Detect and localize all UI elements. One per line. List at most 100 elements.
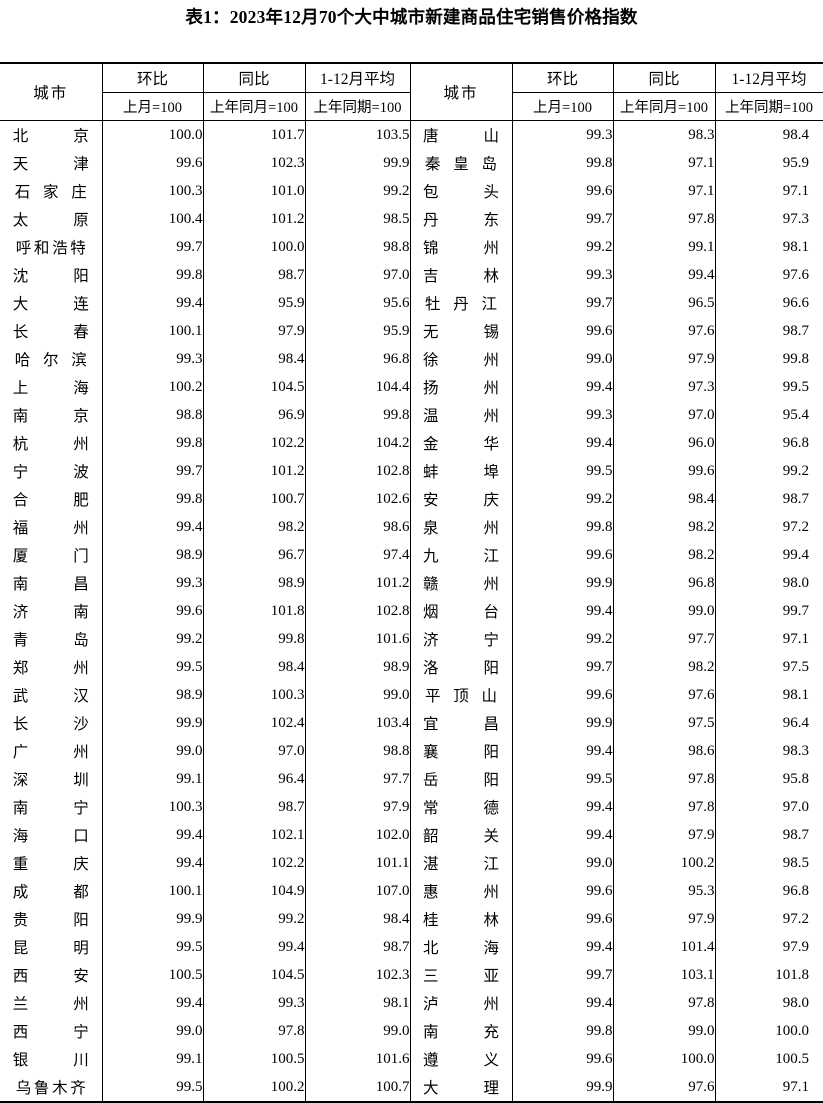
table-row: 贵阳 99.9 99.2 98.4 桂林 99.6 97.9 97.2	[0, 905, 823, 933]
city-name: 泉州	[423, 520, 499, 537]
mom-cell-left: 99.1	[102, 765, 204, 793]
yoy-cell-right: 103.1	[613, 961, 716, 989]
table-row: 沈阳 99.8 98.7 97.0 吉林 99.3 99.4 97.6	[0, 261, 823, 289]
header-mom-base-right: 上月=100	[512, 92, 614, 121]
city-cell-right: 济宁	[410, 625, 513, 653]
city-name: 蚌埠	[423, 464, 499, 481]
yoy-cell-left: 98.7	[203, 793, 306, 821]
city-name: 吉林	[423, 268, 499, 285]
table-row: 西安 100.5 104.5 102.3 三亚 99.7 103.1 101.8	[0, 961, 823, 989]
mom-cell-left: 100.3	[102, 177, 204, 205]
avg-cell-right: 98.0	[782, 994, 809, 1011]
table-row: 昆明 99.5 99.4 98.7 北海 99.4 101.4 97.9	[0, 933, 823, 961]
city-cell-left: 银川	[0, 1045, 103, 1073]
city-name: 青岛	[12, 632, 89, 649]
city-cell-left: 南京	[0, 401, 103, 429]
city-cell-right: 泉州	[410, 513, 513, 541]
mom-cell-left: 98.9	[102, 681, 204, 709]
avg-cell-left: 98.1	[305, 989, 411, 1017]
avg-cell-right: 98.1	[782, 238, 809, 255]
city-name: 九江	[423, 548, 499, 565]
mom-cell-left: 99.5	[102, 653, 204, 681]
city-cell-right: 襄阳	[410, 737, 513, 765]
city-name: 长春	[12, 324, 89, 341]
avg-cell-right: 99.5	[782, 378, 809, 395]
avg-cell-left: 102.0	[305, 821, 411, 849]
yoy-cell-right: 97.1	[613, 149, 716, 177]
city-cell-left: 大连	[0, 289, 103, 317]
avg-cell-right: 95.4	[782, 406, 809, 423]
mom-cell-left: 99.0	[102, 1017, 204, 1045]
yoy-cell-left: 102.4	[203, 709, 306, 737]
header-mom-left: 环比	[102, 62, 204, 93]
city-name: 合肥	[12, 492, 89, 509]
city-name: 岳阳	[423, 772, 499, 789]
yoy-cell-left: 100.2	[203, 1073, 306, 1103]
city-name: 湛江	[423, 856, 499, 873]
city-name: 赣州	[423, 576, 499, 593]
yoy-cell-right: 97.6	[613, 1073, 716, 1103]
city-cell-left: 上海	[0, 373, 103, 401]
avg-cell-right: 97.1	[782, 182, 809, 199]
yoy-cell-left: 104.5	[203, 373, 306, 401]
city-name: 厦门	[12, 548, 89, 565]
city-cell-right: 扬州	[410, 373, 513, 401]
avg-cell-left: 99.2	[305, 177, 411, 205]
header-yoy-left: 同比	[203, 62, 306, 93]
yoy-cell-left: 99.3	[203, 989, 306, 1017]
header-row-top: 城市 环比 同比 1-12月平均 城市 环比 同比 1-12月平均	[0, 62, 823, 121]
city-name: 遵义	[423, 1052, 499, 1069]
yoy-cell-left: 98.4	[203, 653, 306, 681]
table-row: 深圳 99.1 96.4 97.7 岳阳 99.5 97.8 95.8	[0, 765, 823, 793]
mom-cell-right: 99.7	[512, 205, 614, 233]
yoy-cell-right: 97.3	[613, 373, 716, 401]
table-row: 福州 99.4 98.2 98.6 泉州 99.8 98.2 97.2	[0, 513, 823, 541]
mom-cell-right: 99.4	[512, 429, 614, 457]
avg-cell-left: 107.0	[305, 877, 411, 905]
mom-cell-right: 99.5	[512, 457, 614, 485]
yoy-cell-left: 101.0	[203, 177, 306, 205]
avg-cell-left: 99.0	[305, 681, 411, 709]
mom-cell-left: 99.6	[102, 597, 204, 625]
city-cell-right: 温州	[410, 401, 513, 429]
avg-cell-left: 103.4	[305, 709, 411, 737]
header-yoy-base-right: 上年同月=100	[613, 92, 716, 121]
avg-cell-right: 99.8	[782, 350, 809, 367]
yoy-cell-right: 97.8	[613, 205, 716, 233]
yoy-cell-left: 102.2	[203, 849, 306, 877]
avg-cell-right: 97.5	[782, 658, 809, 675]
yoy-cell-left: 102.2	[203, 429, 306, 457]
city-name: 洛阳	[423, 660, 499, 677]
yoy-cell-right: 98.4	[613, 485, 716, 513]
avg-cell-left: 98.4	[305, 905, 411, 933]
city-name: 贵阳	[12, 912, 89, 929]
mom-cell-right: 99.9	[512, 1073, 614, 1103]
yoy-cell-right: 97.9	[613, 905, 716, 933]
header-mom-right: 环比	[512, 62, 614, 93]
avg-cell-left: 102.8	[305, 457, 411, 485]
yoy-cell-left: 100.0	[203, 233, 306, 261]
city-name: 深圳	[12, 772, 89, 789]
table-row: 青岛 99.2 99.8 101.6 济宁 99.2 97.7 97.1	[0, 625, 823, 653]
city-cell-right: 南充	[410, 1017, 513, 1045]
city-name: 南宁	[12, 800, 89, 817]
mom-cell-right: 99.3	[512, 261, 614, 289]
yoy-cell-left: 99.2	[203, 905, 306, 933]
city-cell-right: 北海	[410, 933, 513, 961]
table-row: 大连 99.4 95.9 95.6 牡丹江 99.7 96.5 96.6	[0, 289, 823, 317]
header-city-left: 城市	[0, 62, 103, 121]
city-name: 襄阳	[423, 744, 499, 761]
city-name: 郑州	[12, 660, 89, 677]
yoy-cell-left: 98.4	[203, 345, 306, 373]
city-name: 沈阳	[12, 268, 89, 285]
city-cell-left: 太原	[0, 205, 103, 233]
yoy-cell-left: 98.2	[203, 513, 306, 541]
mom-cell-left: 99.6	[102, 149, 204, 177]
city-cell-right: 遵义	[410, 1045, 513, 1073]
yoy-cell-right: 95.3	[613, 877, 716, 905]
city-cell-right: 宜昌	[410, 709, 513, 737]
city-cell-left: 郑州	[0, 653, 103, 681]
city-cell-right: 秦皇岛	[410, 149, 513, 177]
mom-cell-left: 99.7	[102, 233, 204, 261]
mom-cell-left: 99.9	[102, 709, 204, 737]
